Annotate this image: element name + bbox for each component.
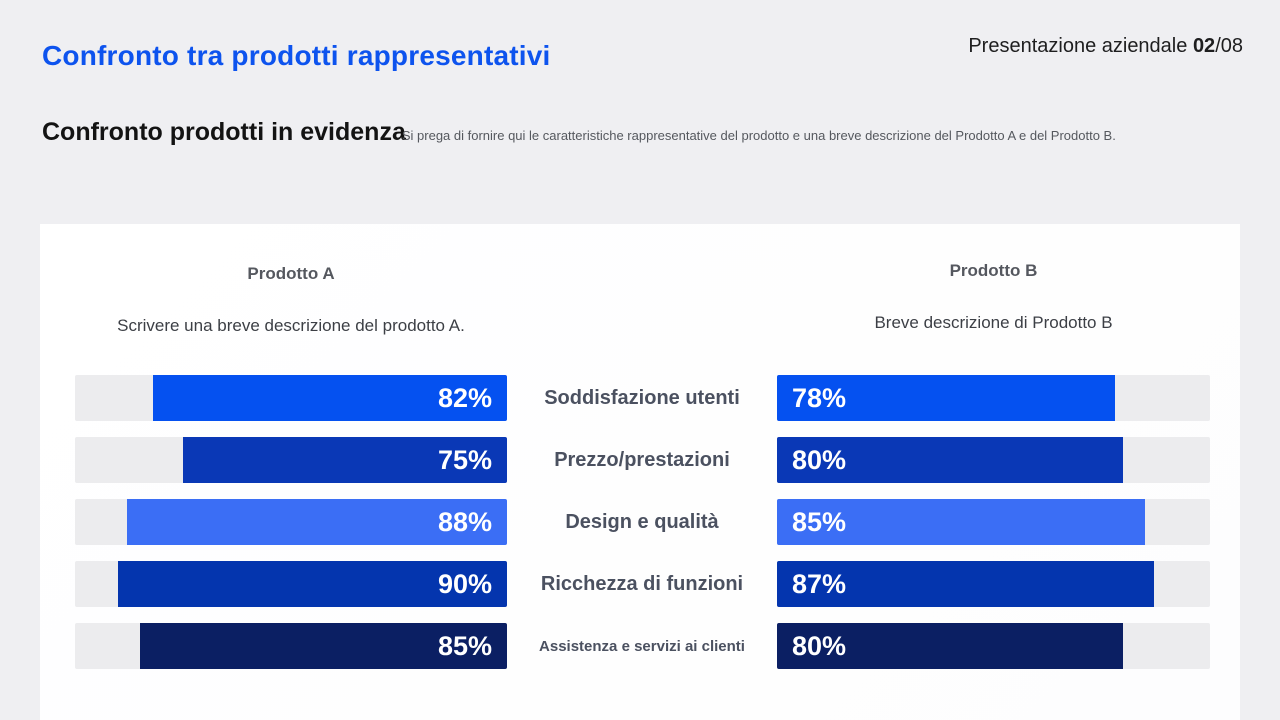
section-helper-text: Si prega di fornire qui le caratteristic… — [401, 128, 1116, 143]
comparison-row: 90% Ricchezza di funzioni 87% — [75, 561, 1210, 607]
bar-track-b: 87% — [777, 561, 1210, 607]
comparison-card: Prodotto A Scrivere una breve descrizion… — [40, 224, 1240, 720]
product-a-header: Prodotto A Scrivere una breve descrizion… — [75, 264, 507, 336]
metric-label: Assistenza e servizi ai clienti — [539, 637, 745, 655]
bar-value-b: 85% — [792, 506, 847, 537]
bar-track-b: 80% — [777, 623, 1210, 669]
metric-cell: Ricchezza di funzioni — [507, 561, 777, 607]
bar-fill-a: 88% — [126, 499, 507, 545]
page-number-current: 02 — [1192, 35, 1216, 57]
bar-value-a: 90% — [437, 568, 492, 599]
comparison-row: 82% Soddisfazione utenti 78% — [75, 375, 1210, 421]
bar-track-a: 82% — [75, 375, 507, 421]
bar-value-a: 85% — [437, 630, 492, 661]
product-a-name: Prodotto A — [247, 264, 335, 283]
page-title: Confronto tra prodotti rappresentativi — [42, 40, 551, 71]
bar-fill-b: 78% — [777, 375, 1115, 421]
bar-track-b: 85% — [777, 499, 1210, 545]
product-a-description: Scrivere una breve descrizione del prodo… — [117, 316, 465, 335]
product-b-header: Prodotto B Breve descrizione di Prodotto… — [777, 261, 1210, 333]
comparison-row: 88% Design e qualità 85% — [75, 499, 1210, 545]
bar-track-a: 75% — [75, 437, 507, 483]
bar-track-a: 88% — [75, 499, 507, 545]
bar-value-b: 80% — [792, 630, 847, 661]
metric-label: Design e qualità — [565, 510, 719, 533]
metric-label: Prezzo/prestazioni — [554, 448, 730, 471]
product-b-description: Breve descrizione di Prodotto B — [874, 313, 1113, 332]
bar-fill-a: 90% — [118, 561, 507, 607]
section-heading-row: Confronto prodotti in evidenza Si prega … — [42, 118, 1242, 147]
metric-label: Soddisfazione utenti — [544, 386, 740, 409]
metric-cell: Assistenza e servizi ai clienti — [507, 623, 777, 669]
comparison-row: 85% Assistenza e servizi ai clienti 80% — [75, 623, 1210, 669]
page-indicator: Presentazione aziendale 02/08 — [968, 35, 1243, 58]
section-heading: Confronto prodotti in evidenza — [42, 118, 406, 146]
bar-track-b: 78% — [777, 375, 1210, 421]
bar-track-a: 90% — [75, 561, 507, 607]
comparison-rows: 82% Soddisfazione utenti 78% 75% Prezzo/… — [75, 375, 1210, 685]
metric-label: Ricchezza di funzioni — [540, 572, 744, 595]
bar-value-a: 88% — [437, 506, 492, 537]
bar-value-a: 75% — [437, 444, 492, 475]
bar-value-b: 78% — [792, 382, 847, 413]
bar-value-b: 87% — [792, 568, 847, 599]
bar-track-b: 80% — [777, 437, 1210, 483]
bar-fill-b: 80% — [777, 437, 1124, 483]
comparison-row: 75% Prezzo/prestazioni 80% — [75, 437, 1210, 483]
bar-fill-b: 85% — [777, 499, 1146, 545]
bar-fill-a: 75% — [183, 437, 507, 483]
bar-track-a: 85% — [75, 623, 507, 669]
bar-value-a: 82% — [437, 382, 492, 413]
metric-cell: Prezzo/prestazioni — [507, 437, 777, 483]
bar-value-b: 80% — [792, 444, 847, 475]
bar-fill-a: 82% — [152, 375, 507, 421]
metric-cell: Soddisfazione utenti — [507, 375, 777, 421]
bar-fill-b: 80% — [777, 623, 1124, 669]
bar-fill-a: 85% — [139, 623, 507, 669]
bar-fill-b: 87% — [777, 561, 1154, 607]
product-b-name: Prodotto B — [949, 261, 1038, 280]
metric-cell: Design e qualità — [507, 499, 777, 545]
page-indicator-label: Presentazione aziendale — [968, 35, 1193, 57]
page-number-total: /08 — [1215, 35, 1243, 57]
